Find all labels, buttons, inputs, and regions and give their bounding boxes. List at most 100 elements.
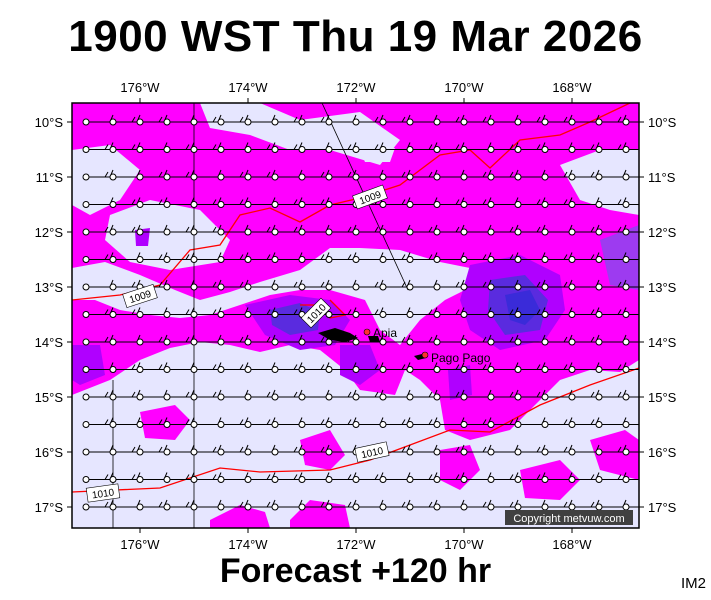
wind-barb [82, 362, 114, 373]
wind-barb [298, 417, 330, 428]
svg-text:1010: 1010 [360, 446, 384, 461]
isobar-label-5: 1010 [85, 483, 121, 503]
wind-barb [487, 224, 519, 236]
wind-barb [217, 114, 249, 126]
wind-barb [595, 114, 627, 126]
wind-barb [379, 142, 411, 153]
wind-barb [568, 224, 600, 236]
copyright-box [505, 510, 633, 525]
wind-barb [433, 444, 465, 456]
wind-barb [595, 334, 627, 346]
wind-barb [217, 334, 249, 346]
wind-barb [568, 499, 600, 511]
wind-barb [136, 114, 168, 126]
wind-barb [352, 252, 384, 263]
wind-barb [595, 169, 627, 181]
top-longitude-labels: 176°W 174°W 172°W 170°W 168°W [120, 80, 592, 95]
wind-barb [406, 417, 438, 428]
wind-barb [541, 279, 573, 291]
wind-barb [244, 224, 276, 236]
wind-barb [271, 472, 303, 483]
wind-barb [406, 142, 438, 153]
wind-barb [460, 252, 492, 263]
wind-barb [271, 362, 303, 373]
wind-barb [244, 472, 276, 483]
lat-label: 17°S [35, 500, 64, 515]
wind-barb [568, 279, 600, 291]
wind-barb [622, 366, 639, 373]
wind-barb [352, 169, 384, 181]
wind-barb [217, 389, 249, 401]
light-rain-regions [72, 103, 639, 528]
wind-barb [541, 334, 573, 346]
wind-barb [541, 252, 573, 263]
lat-label: 11°S [36, 170, 64, 185]
wind-barb [109, 362, 141, 373]
wind-barb [541, 417, 573, 428]
wind-barb [514, 169, 546, 181]
wind-barb [406, 362, 438, 373]
wind-barb [622, 421, 639, 428]
lat-label: 16°S [35, 445, 64, 460]
wind-barb [595, 444, 627, 456]
wind-barb [460, 472, 492, 483]
lon-label: 168°W [552, 80, 592, 95]
wind-barb [487, 417, 519, 428]
wind-barb [190, 389, 222, 401]
wind-barb [568, 334, 600, 346]
lon-label: 172°W [336, 537, 376, 552]
lat-label: 12°S [648, 225, 677, 240]
lat-label: 10°S [648, 115, 677, 130]
lat-label: 16°S [648, 445, 677, 460]
wind-barb [82, 472, 114, 483]
wind-barb [622, 311, 639, 318]
wind-barb [514, 197, 546, 208]
wind-barb [298, 197, 330, 208]
wind-barb [595, 499, 627, 511]
lat-label: 15°S [648, 390, 677, 405]
wind-barb [433, 362, 465, 373]
wind-barb [622, 228, 639, 236]
wind-barb [271, 307, 303, 318]
wind-barb [487, 114, 519, 126]
wind-barb [298, 142, 330, 153]
apia-marker [363, 328, 371, 336]
wind-barb [406, 169, 438, 181]
wind-barb [244, 389, 276, 401]
wind-barb [352, 142, 384, 153]
wind-barb [568, 169, 600, 181]
lon-label: 176°W [120, 80, 160, 95]
wind-barb [325, 224, 357, 236]
wind-barb [514, 444, 546, 456]
wind-barb [460, 389, 492, 401]
wind-barb [109, 197, 141, 208]
wind-barb [406, 197, 438, 208]
wind-barb [595, 142, 627, 153]
wind-barb [433, 307, 465, 318]
wind-barb [136, 169, 168, 181]
wind-barb [487, 142, 519, 153]
left-latitude-labels: 10°S 11°S 12°S 13°S 14°S 15°S 16°S 17°S [35, 115, 64, 515]
lat-label: 12°S [35, 225, 64, 240]
wind-barb [595, 279, 627, 291]
lat-label: 13°S [35, 280, 64, 295]
wind-barb [271, 417, 303, 428]
wind-barb [217, 444, 249, 456]
wind-barb [82, 142, 114, 153]
wind-barb [271, 389, 303, 401]
wind-barb [433, 252, 465, 263]
island-upolu [318, 328, 380, 342]
wind-barb [595, 252, 627, 263]
wind-barb [622, 393, 639, 401]
wind-barb [433, 224, 465, 236]
wind-barb [541, 224, 573, 236]
wind-barb [244, 142, 276, 153]
wind-barb [163, 114, 195, 126]
wind-barb [379, 252, 411, 263]
lon-label: 174°W [228, 80, 268, 95]
wind-barbs [82, 114, 639, 511]
wind-barb [460, 334, 492, 346]
lat-label: 11°S [648, 170, 676, 185]
lon-label: 172°W [336, 80, 376, 95]
